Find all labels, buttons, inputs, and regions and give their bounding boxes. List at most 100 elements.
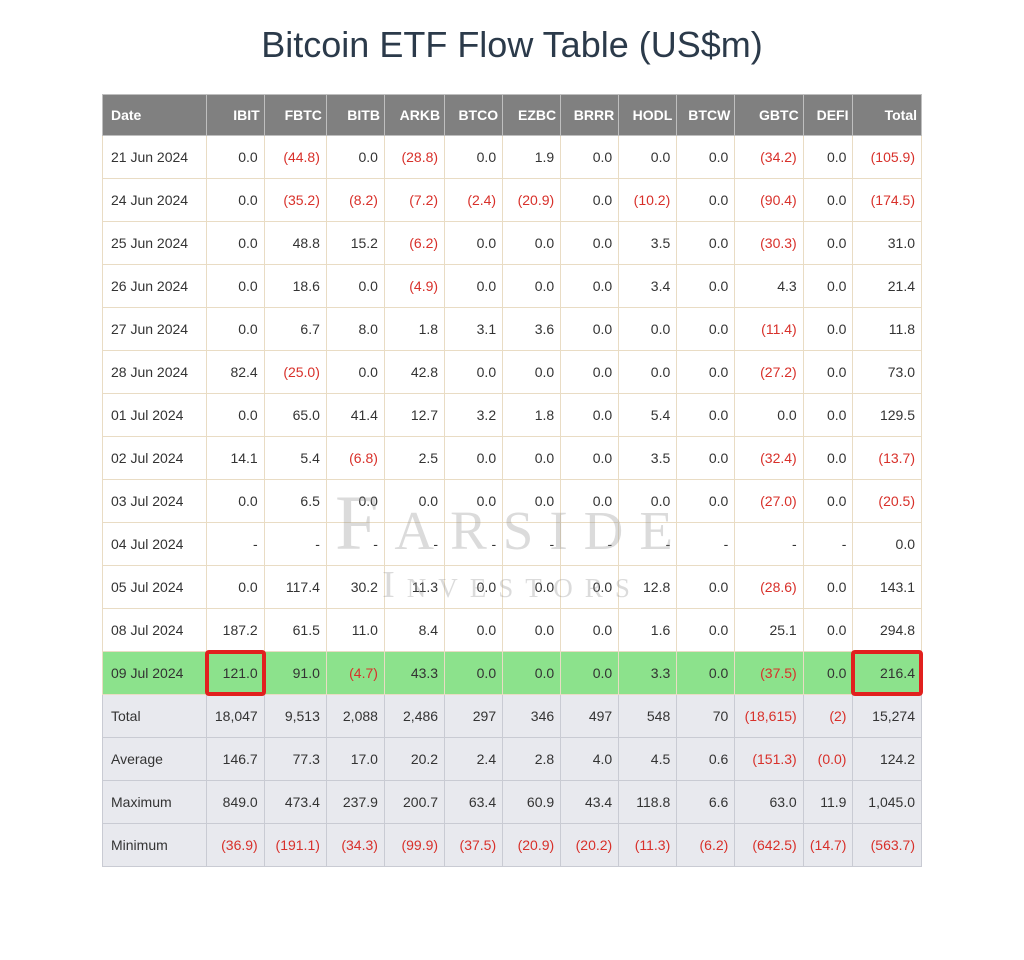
table-row: 02 Jul 202414.15.4(6.8)2.50.00.00.03.50.… [103,437,922,480]
summary-cell: 2.8 [503,738,561,781]
table-row: 28 Jun 202482.4(25.0)0.042.80.00.00.00.0… [103,351,922,394]
value-cell: (13.7) [853,437,922,480]
value-cell: 0.0 [326,351,384,394]
value-cell: 0.0 [803,480,853,523]
value-cell: 11.3 [384,566,444,609]
value-cell: 0.0 [803,437,853,480]
value-cell: - [384,523,444,566]
value-cell: - [803,523,853,566]
value-cell: 41.4 [326,394,384,437]
value-cell: 0.0 [206,394,264,437]
summary-cell: 2,088 [326,695,384,738]
value-cell: 1.8 [384,308,444,351]
summary-cell: (6.2) [677,824,735,867]
table-row: 03 Jul 20240.06.50.00.00.00.00.00.00.0(2… [103,480,922,523]
value-cell: 0.0 [561,308,619,351]
summary-cell: 0.6 [677,738,735,781]
value-cell: 1.8 [503,394,561,437]
value-cell: 0.0 [503,480,561,523]
value-cell: 8.0 [326,308,384,351]
summary-row-minimum: Minimum(36.9)(191.1)(34.3)(99.9)(37.5)(2… [103,824,922,867]
date-cell: 02 Jul 2024 [103,437,207,480]
value-cell: 6.7 [264,308,326,351]
date-cell: 03 Jul 2024 [103,480,207,523]
value-cell: 0.0 [677,136,735,179]
summary-cell: (20.9) [503,824,561,867]
date-cell: 09 Jul 2024 [103,652,207,695]
value-cell: 4.3 [735,265,803,308]
value-cell: (37.5) [735,652,803,695]
summary-cell: 4.5 [619,738,677,781]
value-cell: 1.6 [619,609,677,652]
col-header-defi: DEFI [803,95,853,136]
value-cell: 61.5 [264,609,326,652]
value-cell: (27.2) [735,351,803,394]
value-cell: 0.0 [445,351,503,394]
value-cell: - [326,523,384,566]
value-cell: 0.0 [384,480,444,523]
value-cell: 0.0 [561,265,619,308]
value-cell: 0.0 [803,394,853,437]
value-cell: 43.3 [384,652,444,695]
value-cell: (4.9) [384,265,444,308]
value-cell: 0.0 [803,265,853,308]
value-cell: 21.4 [853,265,922,308]
summary-cell: (37.5) [445,824,503,867]
value-cell: 5.4 [619,394,677,437]
value-cell: (25.0) [264,351,326,394]
summary-cell: 548 [619,695,677,738]
summary-cell: 124.2 [853,738,922,781]
summary-cell: 9,513 [264,695,326,738]
summary-cell: 1,045.0 [853,781,922,824]
summary-cell: 77.3 [264,738,326,781]
value-cell: 0.0 [735,394,803,437]
value-cell: (11.4) [735,308,803,351]
summary-cell: 473.4 [264,781,326,824]
value-cell: 0.0 [326,480,384,523]
summary-cell: (191.1) [264,824,326,867]
value-cell: 0.0 [503,437,561,480]
value-cell: (44.8) [264,136,326,179]
value-cell: 0.0 [503,652,561,695]
value-cell: (105.9) [853,136,922,179]
value-cell: 0.0 [561,437,619,480]
value-cell: 0.0 [803,136,853,179]
value-cell: 0.0 [619,308,677,351]
value-cell: 0.0 [503,566,561,609]
value-cell: 117.4 [264,566,326,609]
summary-cell: 18,047 [206,695,264,738]
value-cell: 12.8 [619,566,677,609]
summary-cell: (18,615) [735,695,803,738]
value-cell: 25.1 [735,609,803,652]
value-cell: 294.8 [853,609,922,652]
col-header-arkb: ARKB [384,95,444,136]
value-cell: 0.0 [206,480,264,523]
value-cell: (2.4) [445,179,503,222]
col-header-ezbc: EZBC [503,95,561,136]
table-row: 04 Jul 2024-----------0.0 [103,523,922,566]
table-container: Farside Investors DateIBITFBTCBITBARKBBT… [102,94,922,867]
value-cell: - [445,523,503,566]
value-cell: 0.0 [206,179,264,222]
summary-cell: 200.7 [384,781,444,824]
date-cell: 25 Jun 2024 [103,222,207,265]
value-cell: 3.2 [445,394,503,437]
table-row: 01 Jul 20240.065.041.412.73.21.80.05.40.… [103,394,922,437]
value-cell: 0.0 [206,566,264,609]
value-cell: 0.0 [803,652,853,695]
col-header-hodl: HODL [619,95,677,136]
value-cell: (10.2) [619,179,677,222]
col-header-fbtc: FBTC [264,95,326,136]
summary-cell: 11.9 [803,781,853,824]
value-cell: 0.0 [445,265,503,308]
value-cell: (90.4) [735,179,803,222]
summary-cell: 63.4 [445,781,503,824]
value-cell: 3.3 [619,652,677,695]
value-cell: 0.0 [206,222,264,265]
summary-cell: 297 [445,695,503,738]
value-cell: 0.0 [561,609,619,652]
value-cell: 0.0 [445,652,503,695]
value-cell: 3.5 [619,437,677,480]
summary-cell: 849.0 [206,781,264,824]
col-header-gbtc: GBTC [735,95,803,136]
